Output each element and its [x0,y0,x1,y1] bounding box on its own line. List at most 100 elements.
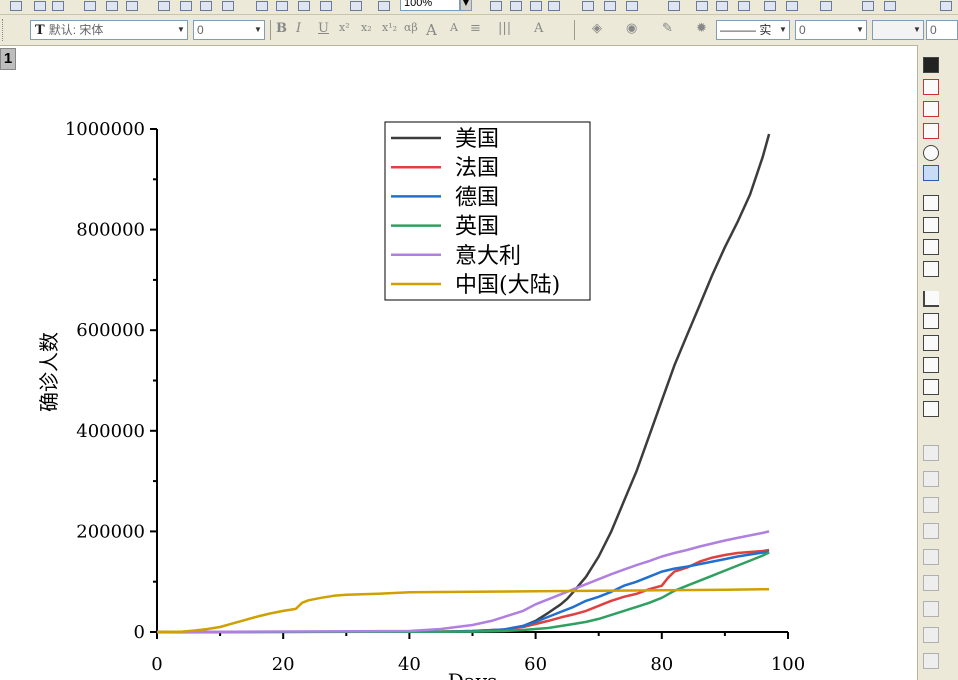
settings-icon[interactable] [786,1,798,11]
search-icon[interactable] [52,1,64,11]
rescale-icon[interactable] [548,1,560,11]
code-builder-icon[interactable] [510,1,522,11]
axis-partial-icon[interactable] [923,379,939,395]
subscript-icon[interactable]: x₂ [361,21,372,34]
series-line [156,551,770,634]
grid-2x2-icon[interactable] [923,217,939,233]
value-combo-value: 0 [930,23,937,37]
save-icon[interactable] [180,1,192,11]
arrange-layers-icon[interactable] [604,1,616,11]
toolbar-grip[interactable] [2,19,6,41]
x-tick-label: 80 [650,654,673,675]
add-text-icon[interactable] [530,1,542,11]
zoom-out-icon[interactable] [738,1,750,11]
export-icon[interactable] [222,1,234,11]
data-reader-icon[interactable] [668,1,680,11]
legend-entry: 德国 [455,185,499,210]
y-tick-label: 0 [134,622,145,643]
new-worksheet-icon[interactable] [256,1,268,11]
y-axis-icon[interactable] [923,123,939,139]
toolbar-option-icon[interactable] [940,1,952,11]
group-icon[interactable] [923,627,939,643]
pattern-icon[interactable]: ◉ [626,21,638,36]
hatch-icon[interactable]: ||| [498,21,512,36]
results-log-icon[interactable] [378,1,390,11]
chart-type-icon[interactable] [862,1,874,11]
line-color-icon[interactable]: ✎ [662,21,673,36]
merge-graph-icon[interactable] [626,1,638,11]
project-explorer-icon[interactable] [350,1,362,11]
table-icon[interactable] [34,1,46,11]
color-combo[interactable]: ▼ [872,20,924,40]
graph-icon[interactable] [84,1,96,11]
print-icon[interactable] [126,1,138,11]
increase-font-icon[interactable]: A [426,21,437,39]
ungroup-icon[interactable] [923,653,939,669]
axis-frame-icon[interactable] [923,335,939,351]
align-left-icon[interactable] [923,523,939,539]
new-function-icon[interactable] [320,1,332,11]
align-middle-icon[interactable] [923,471,939,487]
align-right-icon[interactable] [923,575,939,591]
value-combo[interactable]: 0 [926,20,958,40]
font-size-combo[interactable]: 0 ▼ [193,20,265,40]
grid-3x2-icon[interactable] [923,239,939,255]
layout-icon[interactable] [923,195,939,211]
supsub-icon[interactable]: x¹₂ [382,21,398,34]
worksheet-icon[interactable] [10,1,22,11]
decrease-font-icon[interactable]: A [450,21,458,34]
fill-color-icon[interactable]: ◈ [592,21,602,36]
refresh-icon[interactable] [490,1,502,11]
save-template-icon[interactable] [200,1,212,11]
data-selector-icon[interactable] [764,1,776,11]
new-layer-icon[interactable] [582,1,594,11]
legend-entry: 意大利 [455,244,521,269]
line-width-combo[interactable]: 0 ▼ [795,20,867,40]
zoom-dropdown-button[interactable]: ▼ [460,0,472,11]
standard-toolbar: 100% ▼ [0,0,958,15]
superscript-icon[interactable]: x² [339,21,350,34]
xy-axis-icon[interactable] [923,79,939,95]
layer-tag[interactable]: 1 [0,48,16,70]
new-matrix-icon[interactable] [276,1,288,11]
align-top-icon[interactable] [923,445,939,461]
chevron-down-icon[interactable]: ▼ [254,25,262,34]
greek-icon[interactable]: αβ [404,21,418,34]
stack-icon[interactable] [923,261,939,277]
align-center-icon[interactable] [923,549,939,565]
new-graph-icon[interactable] [298,1,310,11]
zoom-in-icon[interactable] [716,1,728,11]
x-axis-icon[interactable] [923,101,939,117]
format-toolbar: T 默认: 宋体 ▼ 0 ▼ B I U x² x₂ x¹₂ αβ A A ≡ |… [0,15,958,46]
line-style-combo[interactable]: ——— 实 ▼ [716,20,790,40]
italic-icon[interactable]: I [296,21,302,36]
legend-entry: 美国 [455,127,499,152]
zoom-combo[interactable]: 100% [400,0,460,11]
chevron-down-icon[interactable]: ▼ [913,25,921,34]
distribute-icon[interactable] [923,601,939,617]
underline-icon[interactable]: U [318,21,329,36]
axis-bl-icon[interactable] [923,291,939,307]
font-color-icon[interactable]: A [534,21,544,36]
brightness-icon[interactable]: ✹ [696,21,707,36]
refresh-icon[interactable] [923,145,939,161]
align-left-icon[interactable]: ≡ [470,21,481,36]
rescale-icon[interactable] [923,57,939,73]
align-bottom-icon[interactable] [923,497,939,513]
axis-box-icon[interactable] [923,313,939,329]
pointer-icon[interactable] [923,165,939,181]
open-icon[interactable] [158,1,170,11]
axis-inset-icon[interactable] [923,401,939,417]
chevron-down-icon[interactable]: ▼ [177,25,185,34]
chevron-down-icon[interactable]: ▼ [779,25,787,34]
bar-chart-icon[interactable] [884,1,896,11]
screen-reader-icon[interactable] [696,1,708,11]
axis-full-icon[interactable] [923,357,939,373]
layout-icon[interactable] [106,1,118,11]
graph-layer[interactable]: 0 200000 400000 600000 800000 1000000 0 20 40 60 8… [0,45,915,680]
font-combo[interactable]: T 默认: 宋体 ▼ [30,20,188,40]
chevron-down-icon[interactable]: ▼ [856,25,864,34]
add-text-tool-icon[interactable] [820,1,832,11]
bold-icon[interactable]: B [276,21,287,36]
